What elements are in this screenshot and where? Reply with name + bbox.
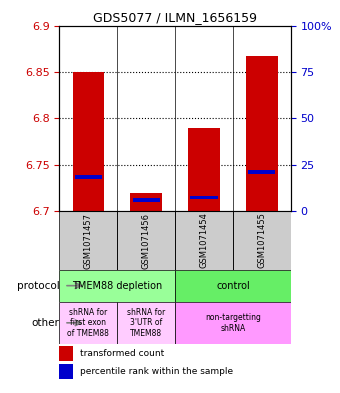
Text: transformed count: transformed count [80,349,165,358]
Bar [175,301,291,344]
Text: protocol: protocol [17,281,60,291]
Text: GSM1071455: GSM1071455 [257,213,266,268]
Bar [117,301,175,344]
Bar [188,128,220,211]
Text: control: control [216,281,250,291]
Bar [117,211,175,270]
Text: other: other [32,318,60,328]
Title: GDS5077 / ILMN_1656159: GDS5077 / ILMN_1656159 [93,11,257,24]
Text: shRNA for
first exon
of TMEM88: shRNA for first exon of TMEM88 [67,308,109,338]
Bar [130,193,162,211]
Bar [59,301,117,344]
Bar [233,211,291,270]
Bar [190,196,218,199]
Bar [75,175,102,179]
Bar [175,211,233,270]
Bar [59,270,175,301]
Text: GSM1071457: GSM1071457 [84,213,93,268]
Bar [133,198,160,202]
Text: GSM1071454: GSM1071454 [200,213,208,268]
Bar [59,364,73,379]
Bar [59,211,117,270]
Bar [248,171,275,174]
Bar [72,72,104,211]
Text: TMEM88 depletion: TMEM88 depletion [72,281,163,291]
Text: GSM1071456: GSM1071456 [142,213,151,268]
Text: shRNA for
3'UTR of
TMEM88: shRNA for 3'UTR of TMEM88 [127,308,165,338]
Bar [246,56,278,211]
Text: non-targetting
shRNA: non-targetting shRNA [205,313,261,332]
Bar [59,346,73,361]
Bar [175,270,291,301]
Text: percentile rank within the sample: percentile rank within the sample [80,367,234,376]
